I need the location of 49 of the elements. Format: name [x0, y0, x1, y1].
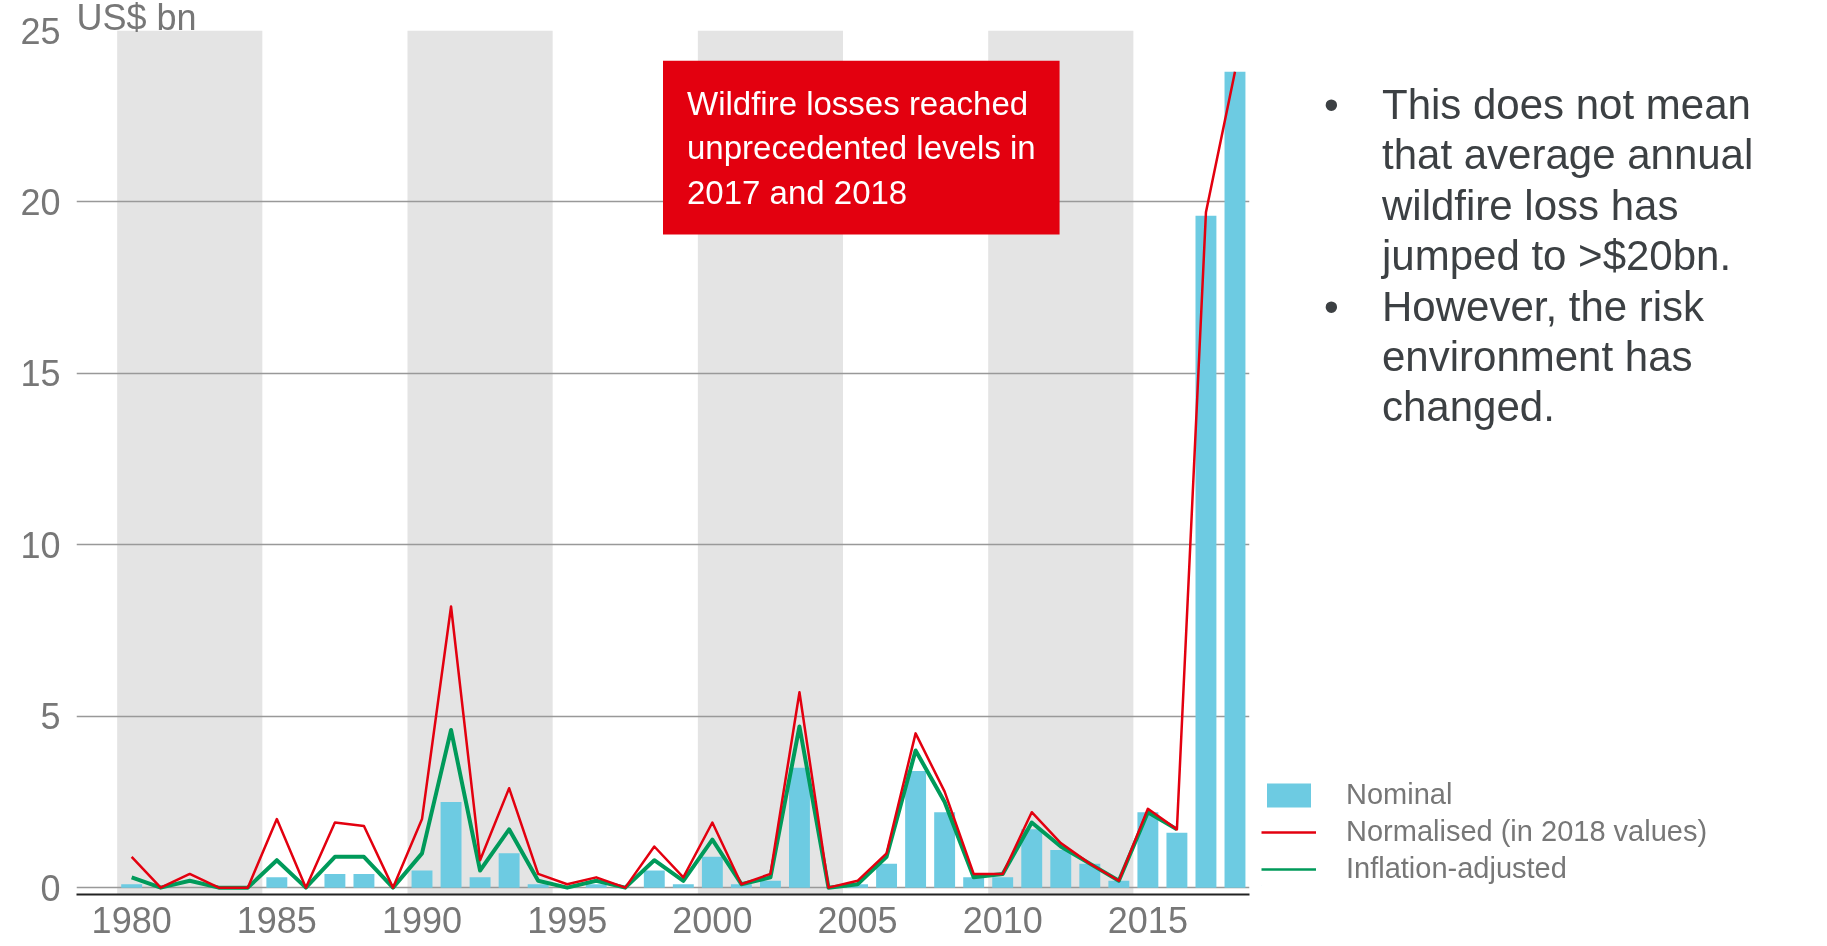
bar	[1050, 849, 1072, 888]
bar	[1108, 880, 1130, 888]
y-tick-label: 5	[40, 696, 61, 738]
bar	[121, 884, 143, 888]
x-tick-label: 2015	[1107, 899, 1188, 941]
x-tick-label: 1995	[527, 899, 608, 941]
bar	[701, 856, 723, 888]
bar	[527, 884, 549, 888]
legend-label: Nominal	[1346, 778, 1453, 811]
bar	[1079, 863, 1101, 888]
x-tick-label: 2000	[672, 899, 753, 941]
legend-label: Inflation-adjusted	[1346, 852, 1567, 885]
bar	[1195, 215, 1217, 888]
x-tick-label: 1990	[381, 899, 463, 941]
text: • However, the risk environment has changed.	[1324, 281, 1706, 433]
y-tick-label: 25	[20, 10, 61, 52]
bar	[905, 771, 927, 888]
y-tick-label: 10	[20, 524, 61, 566]
bar	[1224, 71, 1246, 888]
bar	[1166, 832, 1188, 888]
bar	[585, 884, 607, 888]
x-tick-label: 1980	[91, 899, 172, 941]
legend-label: Normalised (in 2018 values)	[1346, 815, 1708, 848]
bar	[672, 884, 694, 888]
y-axis-title: US$ bn	[76, 0, 197, 38]
bar	[992, 877, 1014, 888]
y-tick-label: 20	[20, 181, 61, 223]
text: • This does not mean that average annual wildfire loss has jumped to >$20bn.	[1324, 80, 1755, 282]
bar	[411, 870, 433, 888]
annotation: Wildfire losses reached unprecedented levels in 2017 and 2018	[687, 84, 1036, 211]
bar	[1021, 829, 1043, 888]
x-tick-label: 2010	[962, 899, 1043, 941]
bar	[324, 873, 346, 888]
bar	[469, 877, 491, 888]
bar	[353, 873, 375, 888]
bar	[963, 877, 985, 888]
bar	[498, 853, 520, 888]
y-tick-label: 15	[20, 353, 61, 395]
x-tick-label: 2005	[817, 899, 898, 941]
x-tick-label: 1985	[236, 899, 317, 941]
bar	[789, 767, 810, 888]
bar	[876, 863, 898, 888]
y-tick-label: 0	[40, 867, 61, 909]
bar	[643, 870, 665, 888]
bar	[759, 880, 781, 888]
bar	[266, 877, 288, 888]
line-series	[130, 70, 1237, 889]
bar	[934, 812, 956, 888]
bar	[440, 801, 462, 888]
